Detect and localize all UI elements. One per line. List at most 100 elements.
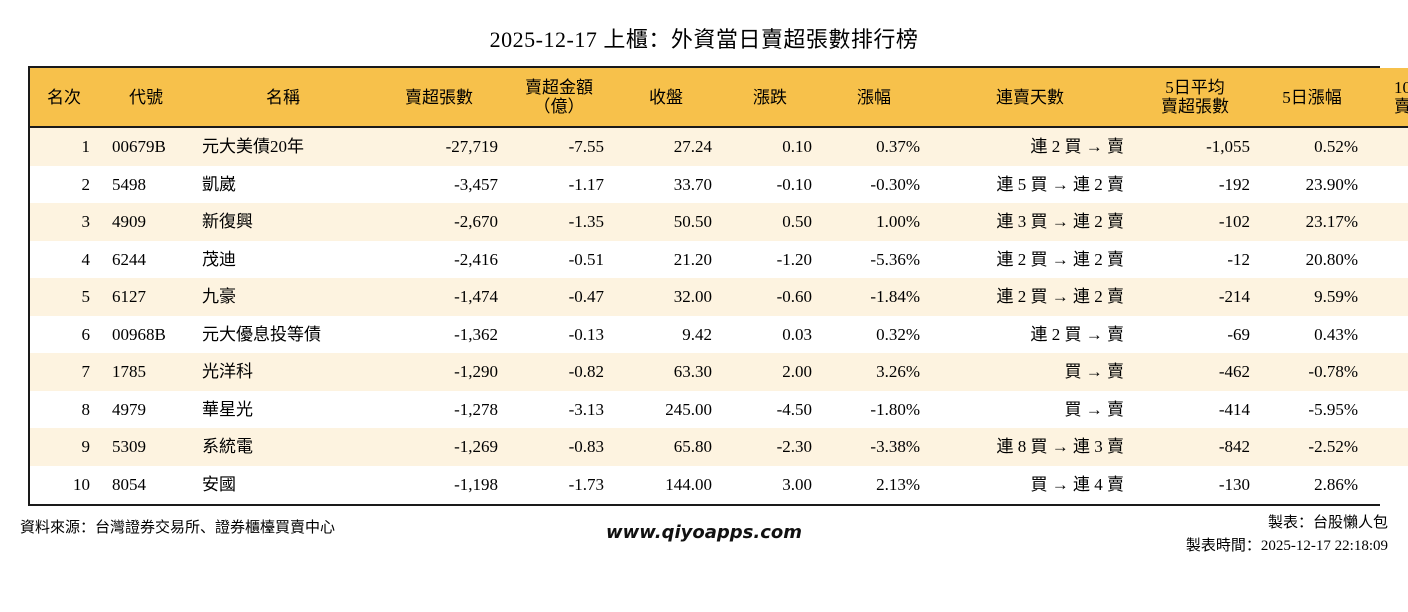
table-row[interactable]: 4 6244 茂迪 -2,416 -0.51 21.20 -1.20 -5.36% 連 2 買 … xyxy=(30,240,1408,279)
cell-close: 33.70 xyxy=(612,165,720,204)
cell-change: 3.00 xyxy=(720,465,820,504)
cell-streak: 連 5 買 → 連 2 賣 xyxy=(928,165,1132,204)
cell-avg5: -69 xyxy=(1132,315,1258,354)
table-row[interactable]: 1 00679B 元大美債20年 -27,719 -7.55 27.24 0.10 0.37%… xyxy=(30,127,1408,166)
cell-change: 0.10 xyxy=(720,127,820,166)
cell-avg5: -414 xyxy=(1132,390,1258,429)
cell-name: 新復興 xyxy=(194,203,372,241)
cell-name: 光洋科 xyxy=(194,353,372,391)
cell-change-pct: -3.38% xyxy=(820,428,928,466)
cell-change-pct: 0.37% xyxy=(820,127,928,166)
cell-change: 2.00 xyxy=(720,353,820,391)
cell-rank: 2 xyxy=(30,165,98,204)
cell-sell-volume: -1,198 xyxy=(372,465,506,504)
column-header-streak: 連賣天數 xyxy=(928,68,1132,129)
cell-sell-volume: -1,278 xyxy=(372,390,506,429)
table-row[interactable]: 6 00968B 元大優息投等債 -1,362 -0.13 9.42 0.03 0.32% 連 … xyxy=(30,315,1408,354)
table-row[interactable]: 3 4909 新復興 -2,670 -1.35 50.50 0.50 1.00% 連 3 買 →… xyxy=(30,203,1408,241)
column-header-change: 漲跌 xyxy=(720,68,820,129)
column-header-pct5: 5日漲幅 xyxy=(1258,68,1366,129)
cell-code: 00679B xyxy=(98,127,194,166)
cell-avg10: -421 xyxy=(1366,428,1408,466)
avg10-line-2: 賣超張數 xyxy=(1394,97,1408,117)
cell-close: 65.80 xyxy=(612,428,720,466)
column-header-avg10: 10日平均 賣超張數 xyxy=(1366,68,1408,129)
cell-pct5: 0.43% xyxy=(1258,315,1366,354)
cell-avg5: -130 xyxy=(1132,465,1258,504)
table-row[interactable]: 7 1785 光洋科 -1,290 -0.82 63.30 2.00 3.26% 買 → 賣 -4… xyxy=(30,353,1408,391)
cell-name: 安國 xyxy=(194,465,372,504)
cell-avg10: -202 xyxy=(1366,165,1408,204)
cell-name: 茂迪 xyxy=(194,240,372,279)
cell-name: 系統電 xyxy=(194,428,372,466)
cell-sell-amount: -7.55 xyxy=(506,127,612,166)
table-body: 1 00679B 元大美債20年 -27,719 -7.55 27.24 0.10 0.37%… xyxy=(30,127,1408,504)
cell-change: -1.20 xyxy=(720,240,820,279)
cell-avg10: -281 xyxy=(1366,278,1408,316)
cell-name: 元大美債20年 xyxy=(194,127,372,166)
cell-code: 1785 xyxy=(98,353,194,391)
cell-code: 5309 xyxy=(98,428,194,466)
cell-change-pct: 0.32% xyxy=(820,315,928,354)
cell-sell-amount: -0.83 xyxy=(506,428,612,466)
cell-streak: 連 2 買 → 賣 xyxy=(928,127,1132,166)
cell-streak: 連 2 買 → 賣 xyxy=(928,315,1132,354)
cell-sell-amount: -1.17 xyxy=(506,165,612,204)
column-header-code: 代號 xyxy=(98,68,194,129)
column-header-change-pct: 漲幅 xyxy=(820,68,928,129)
cell-sell-volume: -27,719 xyxy=(372,127,506,166)
cell-change: 0.03 xyxy=(720,315,820,354)
footer-author: 製表：台股懶人包 xyxy=(1267,514,1388,531)
cell-streak: 連 8 買 → 連 3 賣 xyxy=(928,428,1132,466)
cell-change: -2.30 xyxy=(720,428,820,466)
cell-streak: 連 3 買 → 連 2 賣 xyxy=(928,203,1132,241)
cell-rank: 7 xyxy=(30,353,98,391)
cell-close: 50.50 xyxy=(612,203,720,241)
table-row[interactable]: 5 6127 九豪 -1,474 -0.47 32.00 -0.60 -1.84% 連 2 買 … xyxy=(30,278,1408,316)
cell-avg10: -1,590 xyxy=(1366,127,1408,166)
sell-amount-line-2: （億） xyxy=(533,97,585,117)
cell-streak: 連 2 買 → 連 2 賣 xyxy=(928,240,1132,279)
cell-change: -4.50 xyxy=(720,390,820,429)
cell-pct5: 23.17% xyxy=(1258,203,1366,241)
cell-sell-volume: -1,362 xyxy=(372,315,506,354)
cell-name: 凱崴 xyxy=(194,165,372,204)
cell-rank: 10 xyxy=(30,465,98,504)
table-row[interactable]: 10 8054 安國 -1,198 -1.73 144.00 3.00 2.13% 買 → 連 … xyxy=(30,465,1408,504)
cell-code: 4979 xyxy=(98,390,194,429)
sell-amount-line-1: 賣超金額 xyxy=(525,78,593,97)
cell-pct5: 9.59% xyxy=(1258,278,1366,316)
column-header-avg5: 5日平均 賣超張數 xyxy=(1132,68,1258,129)
cell-avg5: -462 xyxy=(1132,353,1258,391)
cell-sell-amount: -0.47 xyxy=(506,278,612,316)
cell-close: 9.42 xyxy=(612,315,720,354)
cell-avg5: -1,055 xyxy=(1132,127,1258,166)
table-row[interactable]: 8 4979 華星光 -1,278 -3.13 245.00 -4.50 -1.80% 買 → … xyxy=(30,390,1408,429)
cell-rank: 3 xyxy=(30,203,98,241)
cell-avg5: -192 xyxy=(1132,165,1258,204)
cell-code: 4909 xyxy=(98,203,194,241)
column-header-rank: 名次 xyxy=(30,68,98,129)
column-header-close: 收盤 xyxy=(612,68,720,129)
cell-avg10: -35 xyxy=(1366,315,1408,354)
cell-avg10: -6 xyxy=(1366,240,1408,279)
footer-credit: 製表：台股懶人包 製表時間：2025-12-17 22:18:09 xyxy=(1186,512,1388,559)
cell-close: 63.30 xyxy=(612,353,720,391)
cell-name: 元大優息投等債 xyxy=(194,315,372,354)
cell-rank: 1 xyxy=(30,127,98,166)
table-row[interactable]: 9 5309 系統電 -1,269 -0.83 65.80 -2.30 -3.38% 連 8 買… xyxy=(30,428,1408,466)
cell-avg5: -102 xyxy=(1132,203,1258,241)
column-header-sell-amount: 賣超金額 （億） xyxy=(506,68,612,129)
table-row[interactable]: 2 5498 凱崴 -3,457 -1.17 33.70 -0.10 -0.30% 連 5 買 … xyxy=(30,165,1408,204)
cell-close: 144.00 xyxy=(612,465,720,504)
cell-avg10: -62 xyxy=(1366,203,1408,241)
cell-code: 6244 xyxy=(98,240,194,279)
cell-streak: 買 → 賣 xyxy=(928,353,1132,391)
column-header-sell-volume: 賣超張數 xyxy=(372,68,506,129)
cell-avg5: -842 xyxy=(1132,428,1258,466)
cell-sell-volume: -1,474 xyxy=(372,278,506,316)
cell-sell-amount: -0.13 xyxy=(506,315,612,354)
cell-avg10: -506 xyxy=(1366,390,1408,429)
cell-rank: 4 xyxy=(30,240,98,279)
cell-avg10: -548 xyxy=(1366,353,1408,391)
